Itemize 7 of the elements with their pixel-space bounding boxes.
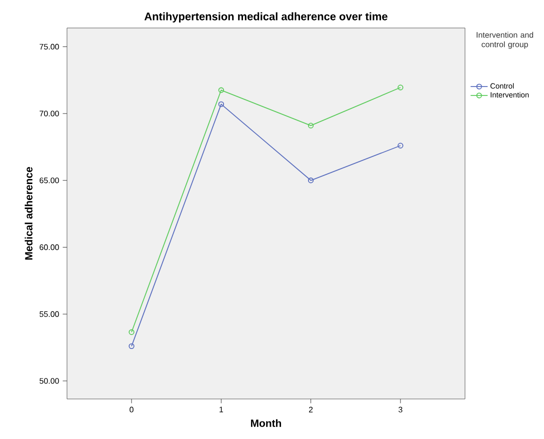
x-axis-title: Month [251,419,282,427]
chart-title: Antihypertension medical adherence over time [144,12,388,22]
point [218,87,224,94]
point [218,101,224,108]
point [308,178,314,184]
point [308,122,314,128]
y-axis-title: Medical adherence [24,167,32,260]
